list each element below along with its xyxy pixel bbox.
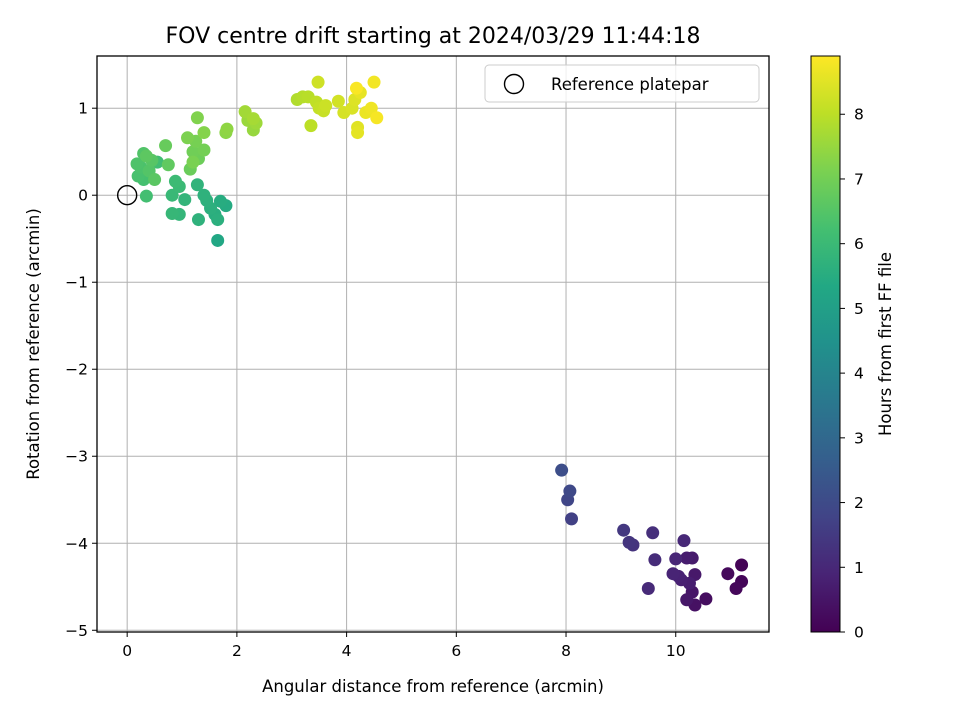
- data-point: [197, 143, 211, 157]
- y-tick-label: −5: [65, 622, 88, 640]
- colorbar-ticks: 0 1 2 3 4 5 6 7 8: [840, 106, 864, 642]
- legend-label: Reference platepar: [551, 75, 709, 94]
- data-point: [168, 174, 182, 188]
- x-axis-ticks: 0 2 4 6 8 10: [122, 632, 686, 660]
- colorbar-gradient: [810, 55, 841, 633]
- x-tick-label: 2: [232, 642, 242, 660]
- data-point: [211, 213, 225, 227]
- data-point: [364, 101, 378, 115]
- colorbar-tick-label: 0: [854, 624, 864, 642]
- colorbar-tick-label: 8: [854, 106, 864, 124]
- data-point: [197, 188, 211, 202]
- data-point: [666, 567, 680, 581]
- data-point: [641, 581, 655, 595]
- data-point: [622, 535, 636, 549]
- data-point: [319, 99, 333, 113]
- x-tick-label: 0: [122, 642, 132, 660]
- x-tick-label: 4: [342, 642, 352, 660]
- colorbar: 0 1 2 3 4 5 6 7 8 Hours from first FF file: [810, 55, 895, 642]
- data-point: [220, 122, 234, 136]
- plot-area: 0 2 4 6 8 10 −5 −4 −3 −2 −1 0 1: [65, 55, 770, 660]
- x-tick-label: 6: [451, 642, 461, 660]
- x-axis-label: Angular distance from reference (arcmin): [262, 677, 604, 696]
- data-point: [367, 75, 381, 89]
- data-point: [370, 111, 384, 125]
- plot-frame: [96, 55, 770, 633]
- data-point: [646, 526, 660, 540]
- data-point: [680, 593, 694, 607]
- data-point: [555, 463, 569, 477]
- data-point: [161, 158, 175, 172]
- reference-marker-group: [116, 185, 138, 206]
- colorbar-tick-label: 3: [854, 429, 864, 447]
- data-point: [331, 94, 345, 108]
- y-tick-label: 0: [78, 187, 88, 205]
- data-point: [721, 567, 735, 581]
- data-point: [729, 581, 743, 595]
- data-point: [349, 81, 363, 95]
- colorbar-label: Hours from first FF file: [876, 252, 895, 436]
- data-point: [246, 112, 260, 126]
- y-tick-label: 1: [78, 100, 88, 118]
- data-point: [130, 157, 144, 171]
- data-point: [159, 139, 173, 153]
- data-point: [680, 551, 694, 565]
- colorbar-tick-label: 6: [854, 235, 864, 253]
- data-point: [735, 558, 749, 572]
- data-point: [165, 206, 179, 220]
- x-tick-label: 10: [666, 642, 686, 660]
- data-point: [648, 553, 662, 567]
- chart-title: FOV centre drift starting at 2024/03/29 …: [166, 24, 701, 49]
- data-point: [139, 149, 153, 163]
- data-point: [304, 119, 318, 133]
- data-point: [165, 188, 179, 202]
- data-point: [178, 193, 192, 207]
- y-tick-label: −4: [65, 535, 88, 553]
- y-tick-label: −3: [65, 448, 88, 466]
- data-point: [565, 512, 579, 526]
- data-point: [677, 534, 691, 548]
- data-point: [148, 173, 162, 187]
- data-point: [191, 213, 205, 227]
- data-point: [139, 189, 153, 203]
- data-point: [699, 592, 713, 606]
- data-point: [211, 233, 225, 247]
- legend: Reference platepar: [484, 64, 760, 103]
- colorbar-tick-label: 7: [854, 170, 864, 188]
- data-point: [351, 126, 365, 140]
- data-point: [186, 145, 200, 159]
- colorbar-tick-label: 4: [854, 365, 864, 383]
- y-tick-label: −1: [65, 274, 88, 292]
- legend-box: [484, 64, 760, 103]
- data-point: [213, 194, 227, 208]
- colorbar-tick-label: 1: [854, 559, 864, 577]
- data-points: [130, 75, 749, 612]
- data-point: [311, 75, 325, 89]
- data-point: [563, 484, 577, 498]
- data-point: [669, 552, 683, 566]
- colorbar-tick-label: 5: [854, 300, 864, 318]
- colorbar-tick-label: 2: [854, 494, 864, 512]
- data-point: [186, 155, 200, 169]
- data-point: [197, 126, 211, 140]
- y-axis-ticks: −5 −4 −3 −2 −1 0 1: [65, 100, 97, 640]
- reference-platepar-marker: [116, 185, 138, 206]
- x-tick-label: 8: [561, 642, 571, 660]
- data-point: [190, 111, 204, 125]
- y-axis-label: Rotation from reference (arcmin): [24, 208, 43, 480]
- legend-marker-icon: [503, 73, 525, 95]
- data-point: [617, 523, 631, 537]
- data-point: [190, 178, 204, 192]
- y-tick-label: −2: [65, 361, 88, 379]
- data-point: [181, 131, 195, 145]
